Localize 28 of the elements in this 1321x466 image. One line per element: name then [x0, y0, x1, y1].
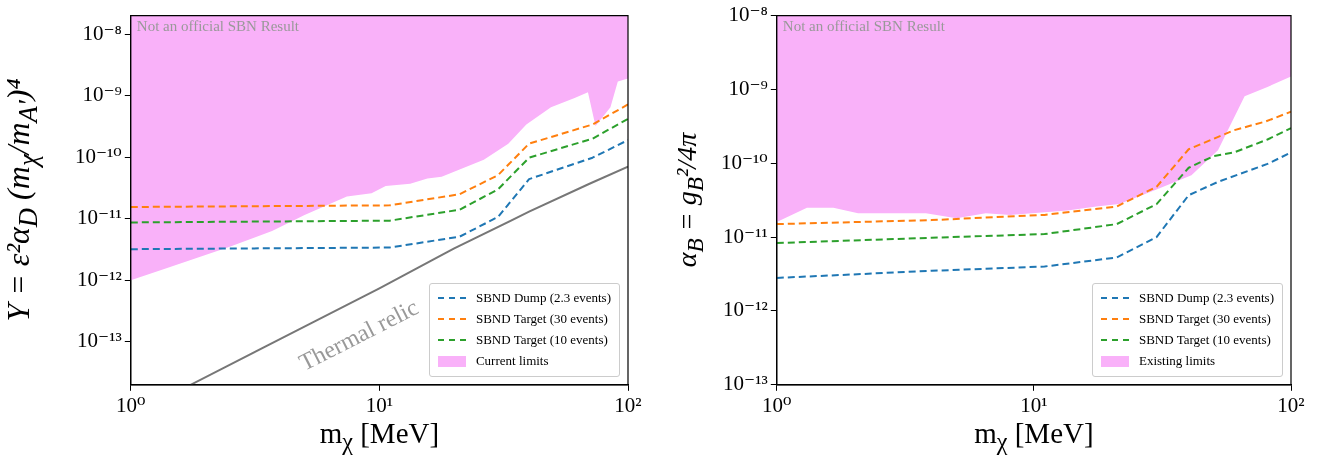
- y-tick-label: 10⁻¹²: [723, 297, 768, 322]
- legend-label: SBND Dump (2.3 events): [1138, 290, 1274, 307]
- x-tick-label: 10⁰: [116, 392, 146, 417]
- y-tick-label: 10⁻¹⁰: [720, 149, 768, 174]
- legend-label: Existing limits: [1138, 353, 1216, 370]
- legend-label: SBND Dump (2.3 events): [475, 290, 611, 307]
- legend-label: SBND Target (10 events): [475, 332, 608, 349]
- legend-label: SBND Target (30 events): [475, 311, 608, 328]
- y-tick-label: 10⁻¹⁰: [74, 143, 122, 168]
- x-tick-label: 10²: [1277, 392, 1305, 417]
- y-tick-label: 10⁻⁹: [82, 82, 122, 107]
- x-tick-label: 10¹: [365, 392, 394, 417]
- y-tick-label: 10⁻¹¹: [77, 205, 122, 230]
- y-tick-label: 10⁻⁸: [728, 2, 768, 27]
- x-tick-label: 10¹: [1020, 392, 1048, 417]
- x-axis-title: m$_{χ}$ [MeV]: [318, 416, 441, 456]
- legend-label: Current limits: [475, 353, 549, 370]
- annotation: Not an official SBN Result: [782, 18, 946, 35]
- y-tick-label: 10⁻⁸: [82, 20, 122, 45]
- annotation: Not an official SBN Result: [136, 18, 300, 35]
- legend-label: SBND Target (10 events): [1138, 332, 1271, 349]
- y-tick-label: 10⁻¹²: [77, 266, 122, 291]
- legend-label: SBND Target (30 events): [1138, 311, 1271, 328]
- x-axis-title: m$_{χ}$ [MeV]: [973, 416, 1095, 456]
- y-tick-label: 10⁻¹³: [77, 328, 122, 353]
- y-tick-label: 10⁻⁹: [728, 75, 768, 100]
- x-tick-label: 10²: [614, 392, 642, 417]
- y-tick-label: 10⁻¹¹: [723, 223, 768, 248]
